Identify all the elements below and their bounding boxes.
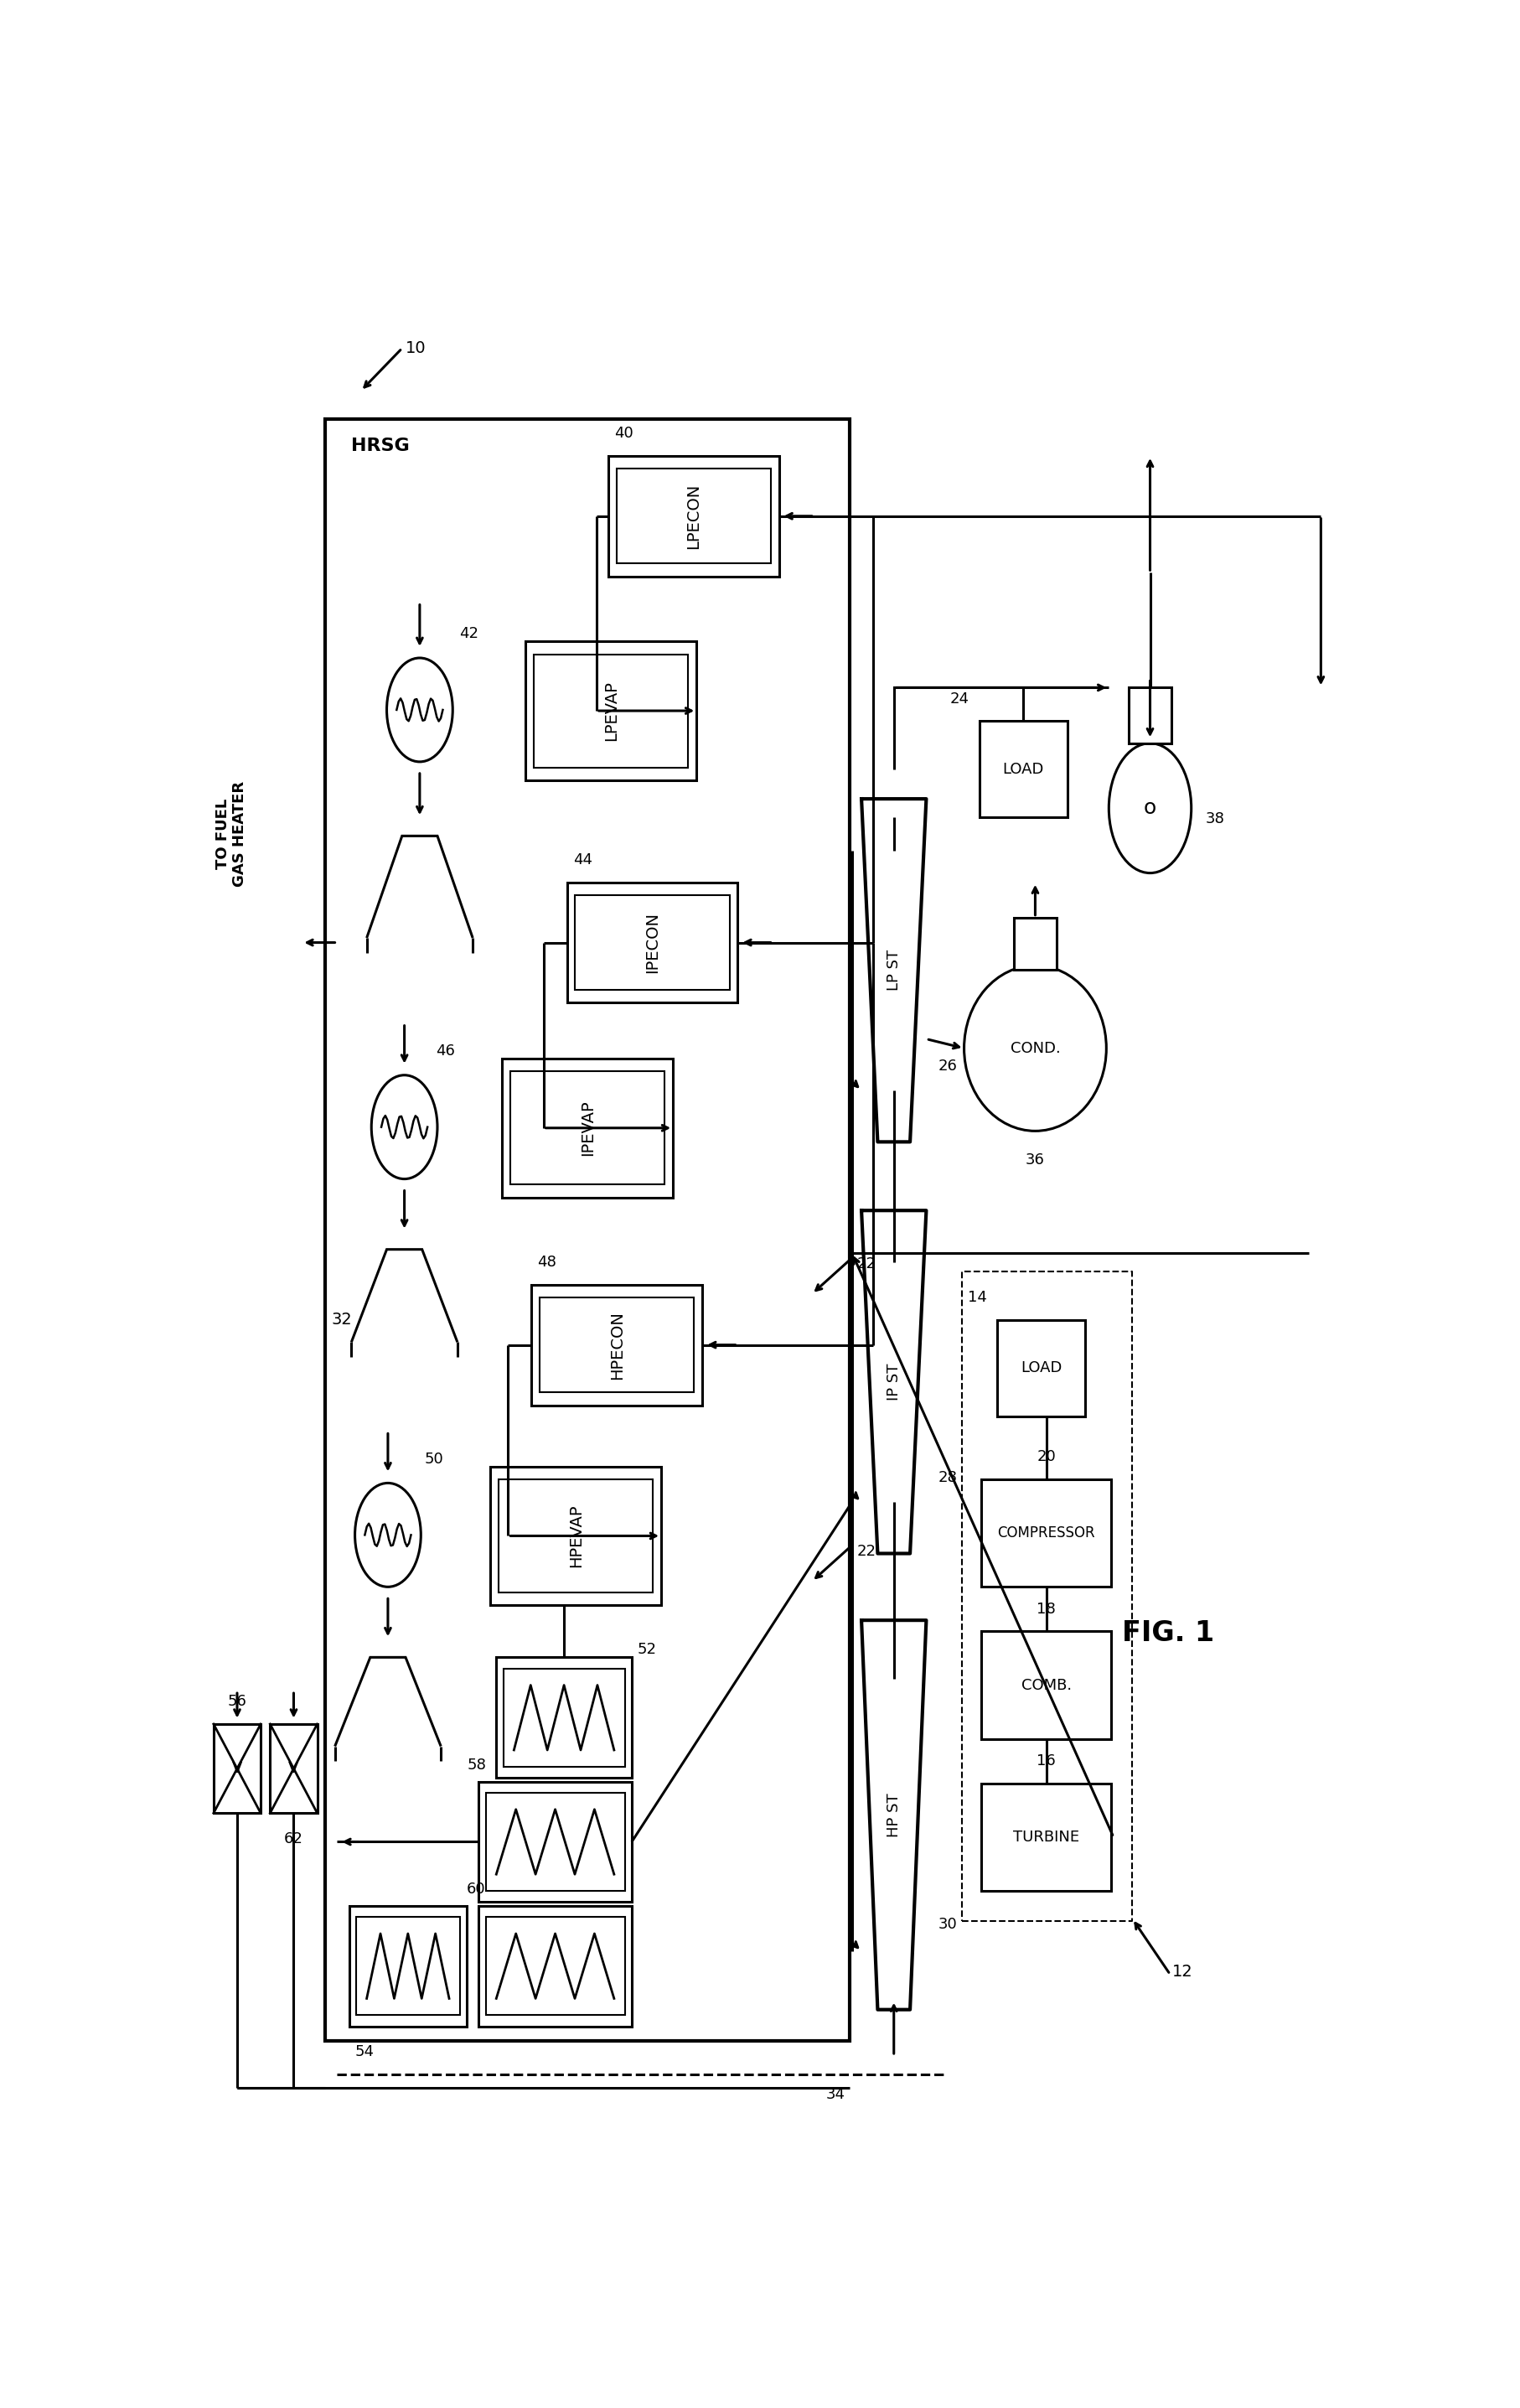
Text: V: V [233, 1760, 242, 1777]
Bar [982, 1479, 1111, 1587]
Bar [997, 1320, 1085, 1416]
Bar [491, 1466, 661, 1606]
Text: LOAD: LOAD [1020, 1361, 1062, 1375]
Text: 32: 32 [331, 1312, 353, 1327]
Polygon shape [862, 1211, 926, 1553]
Bar [499, 1479, 654, 1592]
Bar [479, 1782, 632, 1902]
Bar [979, 720, 1067, 816]
Bar [1129, 689, 1172, 744]
Text: 16: 16 [1037, 1753, 1056, 1767]
Text: V: V [289, 1760, 299, 1777]
Text: TURBINE: TURBINE [1014, 1830, 1079, 1845]
Text: 44: 44 [573, 852, 593, 867]
Text: 52: 52 [638, 1642, 657, 1657]
Bar [982, 1630, 1111, 1739]
Text: LPECON: LPECON [686, 484, 702, 549]
Bar [575, 896, 730, 990]
Text: LOAD: LOAD [1003, 761, 1044, 778]
Text: LPEVAP: LPEVAP [603, 681, 619, 742]
Text: FIG. 1: FIG. 1 [1122, 1621, 1214, 1647]
Text: LP ST: LP ST [886, 949, 901, 992]
Text: 30: 30 [938, 1917, 958, 1931]
Text: 20: 20 [1037, 1450, 1056, 1464]
Text: 26: 26 [938, 1057, 958, 1074]
Text: COMPRESSOR: COMPRESSOR [997, 1527, 1096, 1541]
Text: 40: 40 [614, 426, 634, 441]
Text: 28: 28 [938, 1469, 958, 1486]
Text: 24: 24 [950, 691, 970, 706]
Text: 62: 62 [284, 1832, 304, 1847]
Text: 42: 42 [459, 626, 479, 641]
Bar [486, 1917, 625, 2015]
Text: 34: 34 [827, 2088, 845, 2102]
Text: HRSG: HRSG [351, 438, 410, 455]
Text: 14: 14 [968, 1291, 986, 1305]
Bar [497, 1657, 632, 1777]
Bar [213, 1724, 261, 1813]
Bar [982, 1784, 1111, 1890]
Bar [511, 1072, 664, 1185]
Text: 38: 38 [1205, 811, 1225, 826]
Text: 36: 36 [1026, 1153, 1044, 1168]
Text: o: o [1143, 797, 1157, 819]
Bar [526, 641, 696, 780]
Bar [502, 1060, 673, 1197]
Bar [325, 419, 850, 2042]
Text: IP ST: IP ST [886, 1363, 901, 1401]
Bar [1014, 917, 1056, 970]
Bar [350, 1905, 467, 2025]
Text: 22: 22 [857, 1544, 876, 1558]
Text: 48: 48 [538, 1255, 556, 1269]
Bar [503, 1669, 625, 1767]
Text: HPECON: HPECON [610, 1310, 625, 1380]
Text: COMB.: COMB. [1021, 1678, 1072, 1693]
Text: 56: 56 [228, 1695, 246, 1710]
Text: IPEVAP: IPEVAP [579, 1100, 596, 1156]
Text: 10: 10 [406, 340, 426, 356]
Text: 12: 12 [1172, 1965, 1193, 1979]
Bar [486, 1792, 625, 1890]
Text: 18: 18 [1037, 1601, 1056, 1616]
Text: HP ST: HP ST [886, 1794, 901, 1837]
Bar [567, 881, 737, 1002]
Bar [271, 1724, 318, 1813]
Text: 50: 50 [424, 1452, 444, 1466]
Text: 60: 60 [467, 1881, 486, 1898]
Bar [479, 1905, 632, 2025]
Text: IPECON: IPECON [644, 913, 660, 973]
Text: 54: 54 [356, 2044, 374, 2059]
Bar [534, 655, 689, 768]
Text: HPEVAP: HPEVAP [568, 1505, 584, 1568]
Bar [608, 455, 778, 576]
Polygon shape [862, 799, 926, 1141]
Bar [356, 1917, 459, 2015]
Polygon shape [862, 1621, 926, 2011]
Text: 46: 46 [436, 1043, 454, 1060]
Text: TO FUEL
GAS HEATER: TO FUEL GAS HEATER [214, 780, 248, 886]
Bar [532, 1283, 702, 1406]
Text: 22: 22 [857, 1257, 876, 1271]
Text: 58: 58 [467, 1758, 486, 1772]
Bar [540, 1298, 695, 1392]
Text: COND.: COND. [1011, 1040, 1061, 1055]
Bar [617, 470, 771, 563]
